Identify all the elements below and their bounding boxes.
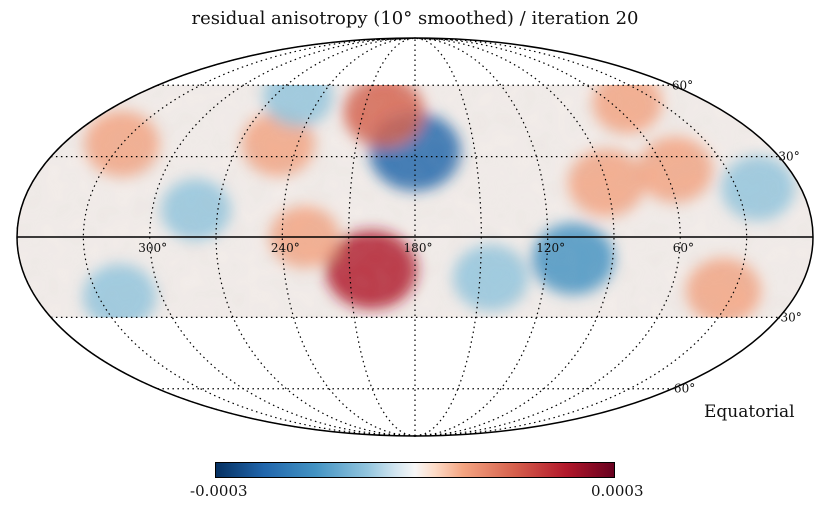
texture-noise [17,85,813,318]
colorbar-max-label: 0.0003 [591,482,644,500]
latitude-label-60: 60° [672,78,693,92]
longitude-label-120: 120° [536,241,565,255]
map-title: residual anisotropy (10° smoothed) / ite… [191,8,639,29]
colorbar-min-label: -0.0003 [190,482,248,500]
latitude-label--30: -30° [776,310,801,324]
latitude-label--60: -60° [670,382,695,396]
latitude-label-30: 30° [778,150,799,164]
coordinate-frame-label: Equatorial [704,402,795,422]
sky-boundary [16,37,814,437]
meridian-270 [215,37,416,437]
meridian-240 [281,37,416,437]
mollweide-map: 300° 240° 180° 120° 60° 60° 30° -30° -60° [16,37,814,437]
colorbar [215,462,615,478]
longitude-label-60: 60° [673,241,694,255]
meridian-210 [348,37,416,437]
meridian-120 [414,37,549,437]
longitude-label-240: 240° [271,241,300,255]
longitude-label-300: 300° [138,241,167,255]
longitude-label-180: 180° [404,241,433,255]
graticule-labels: 300° 240° 180° 120° 60° 60° 30° -30° -60° [138,78,802,395]
